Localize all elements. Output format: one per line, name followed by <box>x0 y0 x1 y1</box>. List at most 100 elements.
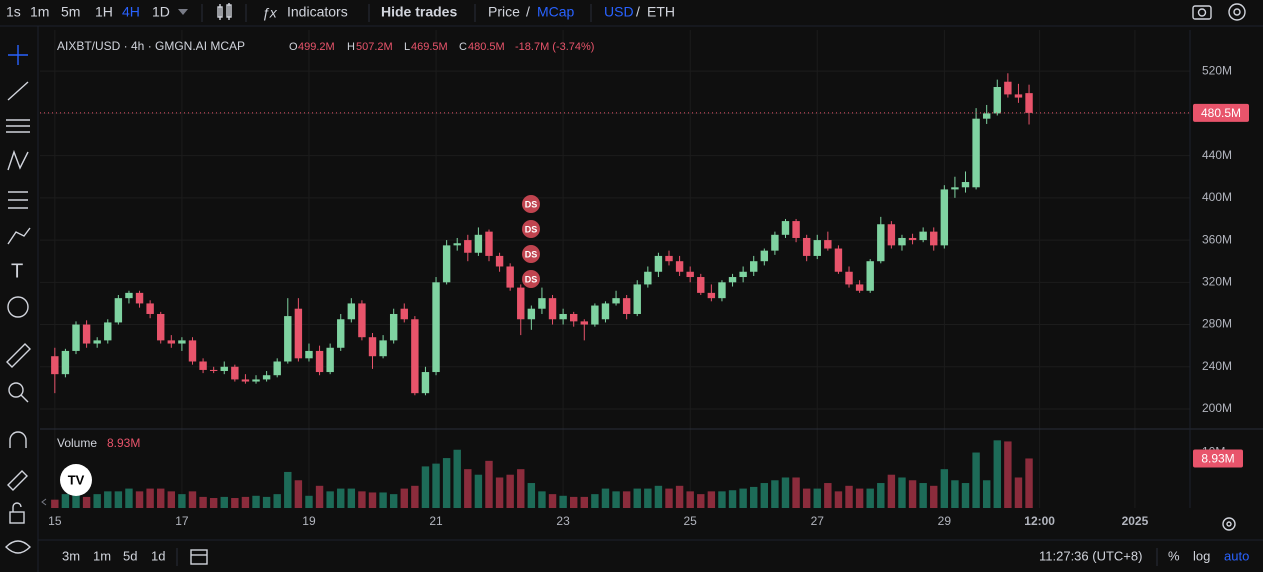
trade-marker[interactable] <box>522 195 540 213</box>
range-button[interactable]: 1d <box>151 548 165 563</box>
candle-body <box>877 224 885 262</box>
volume-bar <box>167 491 176 508</box>
log-toggle[interactable]: log <box>1193 548 1210 563</box>
volume-bar <box>686 491 694 508</box>
dropdown-arrow[interactable] <box>178 9 188 15</box>
axis-settings-icon[interactable] <box>1222 517 1236 531</box>
scroll-arrow[interactable] <box>41 498 47 506</box>
volume-bar <box>718 491 726 508</box>
lock-tool[interactable] <box>9 502 25 524</box>
volume-bar <box>125 488 133 508</box>
marker-label: DS <box>525 274 538 284</box>
crosshair-tool[interactable] <box>8 45 28 65</box>
volume-bar <box>93 494 101 508</box>
fx-icon[interactable]: ƒx <box>262 5 278 21</box>
volume-bar <box>252 495 260 508</box>
legend-label: H <box>347 41 355 53</box>
volume-bar <box>538 491 546 508</box>
volume-bar <box>612 491 620 508</box>
interval-active[interactable]: 4H <box>122 4 140 20</box>
volume-bar <box>813 488 821 508</box>
hide-tool[interactable] <box>5 540 31 554</box>
trade-marker[interactable] <box>522 245 540 263</box>
interval[interactable]: 1D <box>152 4 170 20</box>
date-range-icon[interactable] <box>190 549 208 565</box>
candle-body <box>633 284 641 314</box>
volume-bar <box>707 491 716 508</box>
camera-icon[interactable] <box>1192 5 1212 20</box>
range-button[interactable]: 5d <box>123 548 137 563</box>
bottom-bar: 3m 1m 5d 1d 11:27:36 (UTC+8) % log auto <box>62 548 1249 566</box>
trade-marker[interactable] <box>522 270 540 288</box>
usd-toggle[interactable]: USD <box>604 4 634 20</box>
volume-bar <box>368 492 377 508</box>
volume-bar <box>877 483 885 508</box>
candle-body <box>517 287 525 320</box>
auto-toggle[interactable]: auto <box>1224 548 1249 563</box>
candle-body <box>898 237 906 246</box>
candle-body <box>887 224 896 246</box>
volume-bar <box>157 488 165 508</box>
volume-bar <box>485 460 493 508</box>
candle-body <box>739 271 747 278</box>
last-volume-box <box>1193 449 1243 468</box>
percent-toggle[interactable]: % <box>1168 548 1180 563</box>
x-tick-label: 27 <box>811 514 825 528</box>
volume-bar <box>178 494 186 508</box>
trend-line-tool[interactable] <box>7 81 29 101</box>
interval[interactable]: 1H <box>95 4 113 20</box>
volume-bar <box>305 495 313 508</box>
volume-bar <box>61 494 70 508</box>
brush-tool[interactable] <box>7 227 31 245</box>
candle-body <box>305 350 313 359</box>
pattern-tool[interactable] <box>7 149 29 171</box>
lines-tool[interactable] <box>6 119 30 133</box>
candle-body <box>855 284 864 291</box>
trade-marker[interactable] <box>522 220 540 238</box>
hide-trades-button[interactable]: Hide trades <box>381 4 457 20</box>
y-tick-label: 320M <box>1202 274 1232 288</box>
logo[interactable] <box>60 464 92 496</box>
volume-bar <box>866 488 874 508</box>
candle-body <box>940 189 949 246</box>
candle-body <box>82 324 91 344</box>
settings-icon[interactable] <box>1228 3 1246 21</box>
volume-bar <box>601 488 610 508</box>
candle-body <box>675 261 684 272</box>
price-toggle[interactable]: Price <box>488 4 520 20</box>
interval[interactable]: 1m <box>30 4 49 20</box>
candle-body <box>252 379 260 382</box>
range-button[interactable]: 3m <box>62 548 80 563</box>
legend-label: L <box>404 41 410 53</box>
interval[interactable]: 5m <box>61 4 80 20</box>
candle-body <box>824 240 832 249</box>
y-tick-label: 280M <box>1202 317 1232 331</box>
measure-tool[interactable] <box>6 343 31 368</box>
candle-body <box>495 255 504 267</box>
trade-markers: DS DS DS DS <box>522 195 540 288</box>
interval[interactable]: 1s <box>6 4 21 20</box>
range-button[interactable]: 1m <box>93 548 111 563</box>
forecast-tool[interactable] <box>8 191 28 209</box>
drawing-mode-tool[interactable] <box>7 470 28 491</box>
indicators-button[interactable]: Indicators <box>287 4 348 20</box>
volume-bar <box>284 471 292 508</box>
candle-body <box>421 372 430 394</box>
candle-body <box>93 340 101 344</box>
candle-body <box>728 277 737 283</box>
volume-bar <box>802 488 811 508</box>
candle-body <box>961 182 970 188</box>
mcap-toggle[interactable]: MCap <box>537 4 575 20</box>
zoom-tool[interactable] <box>8 382 29 403</box>
candle-body <box>993 87 1001 114</box>
candle-body <box>220 366 228 371</box>
eth-toggle[interactable]: ETH <box>647 4 675 20</box>
emoji-tool[interactable] <box>7 296 29 318</box>
candle-type-icon[interactable] <box>217 3 232 20</box>
text-tool[interactable]: T <box>11 260 23 282</box>
candle-body <box>601 303 610 320</box>
magnet-tool[interactable] <box>9 431 27 448</box>
volume-bar <box>855 488 864 508</box>
candle-body <box>464 240 472 253</box>
